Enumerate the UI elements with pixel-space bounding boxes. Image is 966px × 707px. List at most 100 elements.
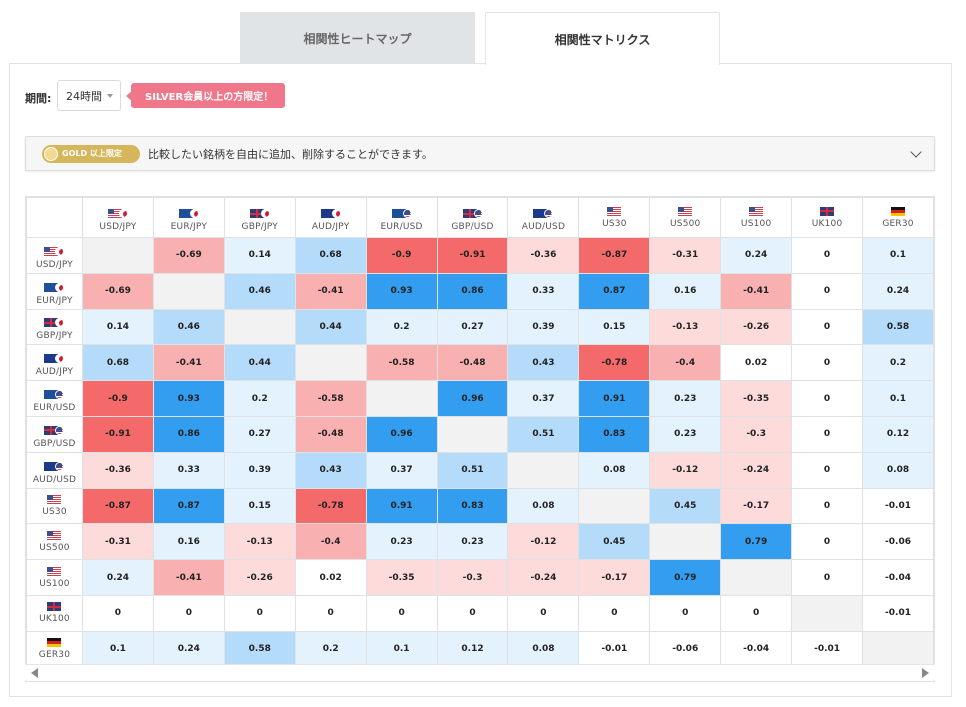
symbol-label: US30 [602,218,627,229]
correlation-cell: -0.87 [578,237,651,274]
correlation-cell: -0.36 [507,237,580,274]
correlation-cell: 0.24 [152,630,225,668]
tab-heatmap[interactable]: 相関性ヒートマップ [240,12,475,64]
flag-jp-icon [55,354,65,364]
symbol-label: US100 [39,578,70,589]
correlation-cell: 0.79 [720,523,793,561]
table-row: GBP/JPY 0.14 0.46 0.44 0.2 0.27 0.39 0.15 -0.13-… [26,308,934,346]
correlation-cell: -0.48 [294,415,367,453]
column-header: AUD/JPY [294,197,367,238]
correlation-cell: 0.08 [507,630,580,668]
flag-jp-icon [55,246,65,256]
gold-feature-bar[interactable]: GOLD 以上限定 比較したい銘柄を自由に追加、削除することができます。 [25,136,935,171]
column-header: EUR/USD [365,197,438,238]
correlation-cell: -0.69 [152,237,225,274]
correlation-cell: 0.37 [507,380,580,417]
horizontal-scrollbar[interactable] [25,664,935,680]
table-row: USD/JPY -0.69 0.14 0.68 -0.9 -0.91 -0.36 -0.87-… [26,237,934,274]
correlation-cell: 0 [578,594,651,632]
flag-pair [44,246,65,256]
correlation-cell: 0 [791,559,864,596]
correlation-cell: -0.41 [152,344,225,382]
flag-au-icon [533,209,548,218]
flag-uk-icon [47,602,62,612]
correlation-cell: 0.87 [152,487,225,525]
diagonal-cell [436,415,509,453]
correlation-cell: -0.58 [294,380,367,417]
flag-jp-icon [55,282,65,292]
correlation-cell: 0.12 [436,630,509,668]
flag-pair [44,390,65,400]
table-row: EUR/JPY -0.69 0.46 -0.41 0.93 0.86 0.33 0.87 0.1… [26,272,934,310]
correlation-cell: 0.23 [365,523,438,561]
symbol-label: GBP/JPY [241,222,278,232]
flag-us-icon [544,209,554,218]
chevron-down-icon[interactable] [910,146,922,158]
correlation-cell: 0.51 [436,451,509,489]
correlation-cell: 0.33 [152,451,225,489]
symbol-label: GBP/USD [33,438,76,449]
correlation-cell: 0.02 [720,344,793,382]
correlation-cell: 0 [152,594,225,632]
symbol-label: USD/JPY [99,222,137,232]
symbol-label: US30 [42,506,67,517]
correlation-cell: -0.26 [720,308,793,346]
correlation-cell: 0.16 [152,523,225,561]
column-header: USD/JPY [81,197,154,238]
correlation-matrix: USD/JPY EUR/JPY GBP/JPY AUD/JPY EUR/USD GBP/U… [25,196,935,682]
column-header: UK100 [791,197,864,238]
correlation-cell: 0.02 [294,559,367,596]
row-header: EUR/USD [26,380,83,417]
corner-cell [26,197,83,238]
correlation-cell: 0 [720,594,793,632]
flag-pair [44,318,65,328]
flag-eu-icon [178,209,193,218]
correlation-cell: -0.36 [81,451,154,489]
symbol-label: UK100 [39,614,70,625]
period-select[interactable]: 24時間 [57,80,121,111]
correlation-cell: 0.15 [578,308,651,346]
row-header: EUR/JPY [26,272,83,310]
correlation-cell: 0 [223,594,296,632]
correlation-cell: 0.24 [81,559,154,596]
table-row: GBP/USD -0.91 0.86 0.27 -0.48 0.96 0.51 0.83 0.2… [26,415,934,453]
correlation-cell: -0.41 [294,272,367,310]
correlation-cell: -0.01 [578,630,651,668]
correlation-cell: -0.35 [365,559,438,596]
diagonal-cell [365,380,438,417]
silver-limited-badge: SILVER会員以上の方限定！ [125,83,286,108]
flag-pair [533,209,554,218]
table-row: US500 -0.31 0.16 -0.13 -0.4 0.23 0.23 -0.12 0.45… [26,523,934,561]
flag-jp-icon [331,209,341,218]
scroll-right-icon[interactable] [922,668,929,678]
correlation-cell: -0.01 [862,594,934,632]
correlation-cell: 0.2 [294,630,367,668]
correlation-cell: 0 [365,594,438,632]
tab-bar: 相関性ヒートマップ 相関性マトリクス [240,12,720,65]
symbol-label: GBP/JPY [36,331,73,342]
period-value: 24時間 [66,89,102,103]
correlation-cell: -0.4 [294,523,367,561]
correlation-cell: 0.68 [294,237,367,274]
flag-us-icon [473,209,483,218]
diagonal-cell [649,523,722,561]
correlation-cell: -0.91 [436,237,509,274]
correlation-cell: 0.44 [223,344,296,382]
flag-jp-icon [118,209,128,218]
correlation-cell: 0.83 [436,487,509,525]
correlation-cell: 0.23 [436,523,509,561]
symbol-label: EUR/JPY [36,295,73,306]
tab-matrix[interactable]: 相関性マトリクス [485,12,720,65]
flag-pair [249,209,270,218]
diagonal-cell [507,451,580,489]
correlation-cell: -0.31 [649,237,722,274]
correlation-cell: 0.44 [294,308,367,346]
scroll-left-icon[interactable] [31,668,38,678]
symbol-label: GER30 [882,218,914,229]
correlation-cell: 0.08 [578,451,651,489]
correlation-cell: 0.16 [649,272,722,310]
symbol-label: USD/JPY [35,259,73,270]
correlation-cell: 0.43 [507,344,580,382]
correlation-cell: -0.41 [720,272,793,310]
correlation-cell: -0.13 [223,523,296,561]
